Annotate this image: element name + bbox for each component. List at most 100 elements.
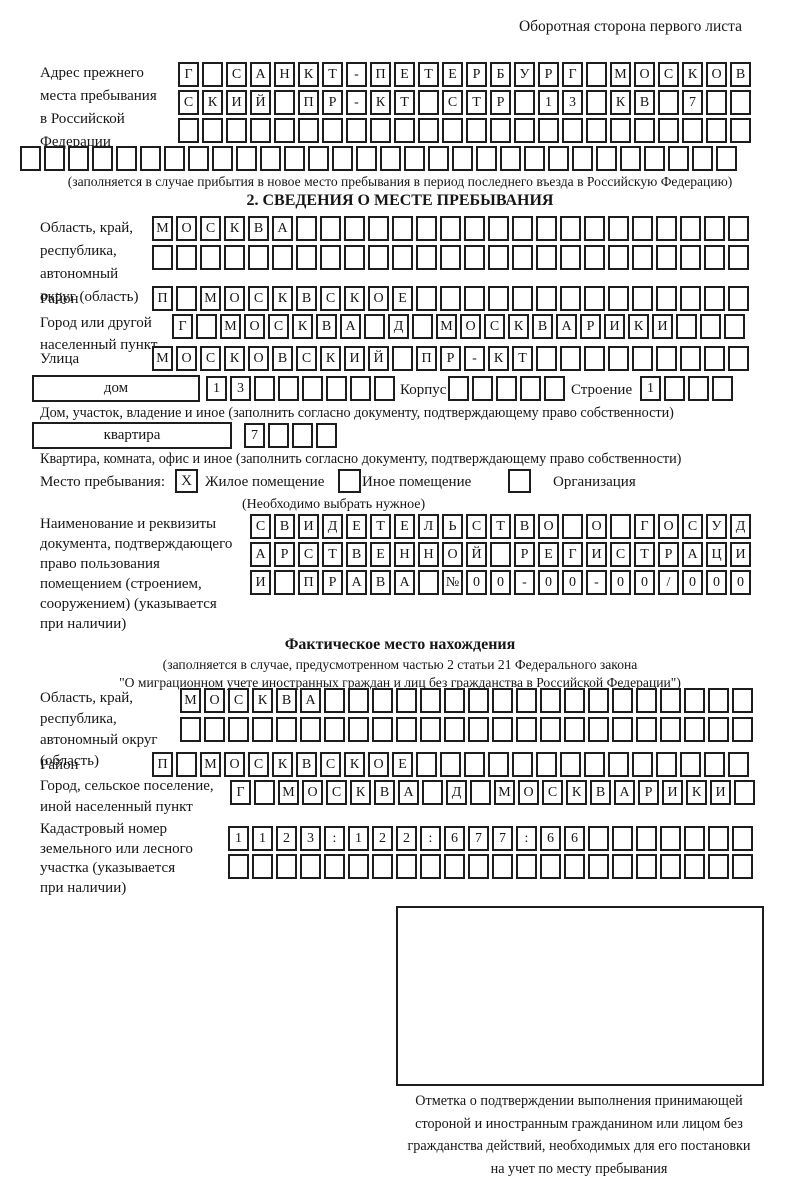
- char-cell[interactable]: И: [652, 314, 673, 339]
- char-cell[interactable]: Г: [230, 780, 251, 805]
- char-cell[interactable]: О: [244, 314, 265, 339]
- char-cell[interactable]: Р: [580, 314, 601, 339]
- char-cell[interactable]: С: [320, 752, 341, 777]
- char-cell[interactable]: [300, 854, 321, 879]
- char-cell[interactable]: [728, 216, 749, 241]
- char-cell[interactable]: [660, 717, 681, 742]
- char-cell[interactable]: Т: [490, 514, 511, 539]
- char-cell[interactable]: А: [272, 216, 293, 241]
- char-cell[interactable]: [612, 688, 633, 713]
- char-cell[interactable]: Г: [634, 514, 655, 539]
- char-cell[interactable]: [588, 854, 609, 879]
- char-cell[interactable]: И: [710, 780, 731, 805]
- char-cell[interactable]: К: [488, 346, 509, 371]
- char-cell[interactable]: [610, 118, 631, 143]
- char-cell[interactable]: 7: [468, 826, 489, 851]
- char-cell[interactable]: [668, 146, 689, 171]
- char-cell[interactable]: /: [658, 570, 679, 595]
- char-cell[interactable]: 2: [276, 826, 297, 851]
- char-cell[interactable]: [392, 216, 413, 241]
- char-cell[interactable]: С: [610, 542, 631, 567]
- char-cell[interactable]: [440, 752, 461, 777]
- char-cell[interactable]: -: [346, 62, 367, 87]
- char-cell[interactable]: К: [344, 752, 365, 777]
- char-cell[interactable]: [586, 118, 607, 143]
- char-cell[interactable]: [372, 717, 393, 742]
- char-cell[interactable]: [732, 717, 753, 742]
- char-cell[interactable]: [544, 376, 565, 401]
- char-cell[interactable]: 1: [538, 90, 559, 115]
- char-cell[interactable]: [608, 752, 629, 777]
- char-cell[interactable]: В: [272, 346, 293, 371]
- char-cell[interactable]: О: [368, 752, 389, 777]
- char-cell[interactable]: А: [346, 570, 367, 595]
- char-cell[interactable]: [540, 854, 561, 879]
- char-cell[interactable]: С: [200, 346, 221, 371]
- char-cell[interactable]: [254, 780, 275, 805]
- char-cell[interactable]: [320, 245, 341, 270]
- char-cell[interactable]: [444, 717, 465, 742]
- char-cell[interactable]: [204, 717, 225, 742]
- char-cell[interactable]: О: [586, 514, 607, 539]
- char-cell[interactable]: [660, 826, 681, 851]
- char-cell[interactable]: [324, 717, 345, 742]
- char-cell[interactable]: 3: [230, 376, 251, 401]
- char-cell[interactable]: [420, 717, 441, 742]
- char-cell[interactable]: В: [374, 780, 395, 805]
- char-cell[interactable]: [268, 423, 289, 448]
- char-cell[interactable]: [188, 146, 209, 171]
- char-cell[interactable]: [560, 286, 581, 311]
- char-cell[interactable]: [394, 118, 415, 143]
- char-cell[interactable]: [418, 118, 439, 143]
- char-cell[interactable]: [636, 688, 657, 713]
- char-cell[interactable]: [560, 752, 581, 777]
- char-cell[interactable]: [584, 346, 605, 371]
- char-cell[interactable]: [732, 688, 753, 713]
- char-cell[interactable]: Р: [658, 542, 679, 567]
- char-cell[interactable]: [562, 514, 583, 539]
- char-cell[interactable]: [440, 216, 461, 241]
- char-cell[interactable]: [348, 717, 369, 742]
- char-cell[interactable]: [396, 688, 417, 713]
- char-cell[interactable]: [326, 376, 347, 401]
- char-cell[interactable]: [680, 286, 701, 311]
- char-cell[interactable]: В: [590, 780, 611, 805]
- char-cell[interactable]: [416, 286, 437, 311]
- char-cell[interactable]: [730, 118, 751, 143]
- char-cell[interactable]: [178, 118, 199, 143]
- char-cell[interactable]: К: [370, 90, 391, 115]
- char-cell[interactable]: [636, 854, 657, 879]
- char-cell[interactable]: [548, 146, 569, 171]
- char-cell[interactable]: О: [658, 514, 679, 539]
- char-cell[interactable]: [588, 826, 609, 851]
- char-cell[interactable]: [584, 286, 605, 311]
- char-cell[interactable]: [658, 118, 679, 143]
- char-cell[interactable]: Р: [538, 62, 559, 87]
- char-cell[interactable]: Р: [322, 570, 343, 595]
- char-cell[interactable]: [564, 688, 585, 713]
- char-cell[interactable]: С: [298, 542, 319, 567]
- char-cell[interactable]: [636, 826, 657, 851]
- char-cell[interactable]: Е: [538, 542, 559, 567]
- char-cell[interactable]: [588, 688, 609, 713]
- char-cell[interactable]: [466, 118, 487, 143]
- char-cell[interactable]: [274, 570, 295, 595]
- char-cell[interactable]: О: [224, 752, 245, 777]
- char-cell[interactable]: [140, 146, 161, 171]
- char-cell[interactable]: [202, 118, 223, 143]
- char-cell[interactable]: [488, 286, 509, 311]
- char-cell[interactable]: 2: [372, 826, 393, 851]
- char-cell[interactable]: С: [658, 62, 679, 87]
- char-cell[interactable]: И: [344, 346, 365, 371]
- char-cell[interactable]: [716, 146, 737, 171]
- char-cell[interactable]: [608, 346, 629, 371]
- char-cell[interactable]: 6: [540, 826, 561, 851]
- char-cell[interactable]: Д: [446, 780, 467, 805]
- char-cell[interactable]: [452, 146, 473, 171]
- char-cell[interactable]: [488, 245, 509, 270]
- char-cell[interactable]: -: [514, 570, 535, 595]
- char-cell[interactable]: [372, 854, 393, 879]
- char-cell[interactable]: [316, 423, 337, 448]
- char-cell[interactable]: Т: [394, 90, 415, 115]
- char-cell[interactable]: У: [706, 514, 727, 539]
